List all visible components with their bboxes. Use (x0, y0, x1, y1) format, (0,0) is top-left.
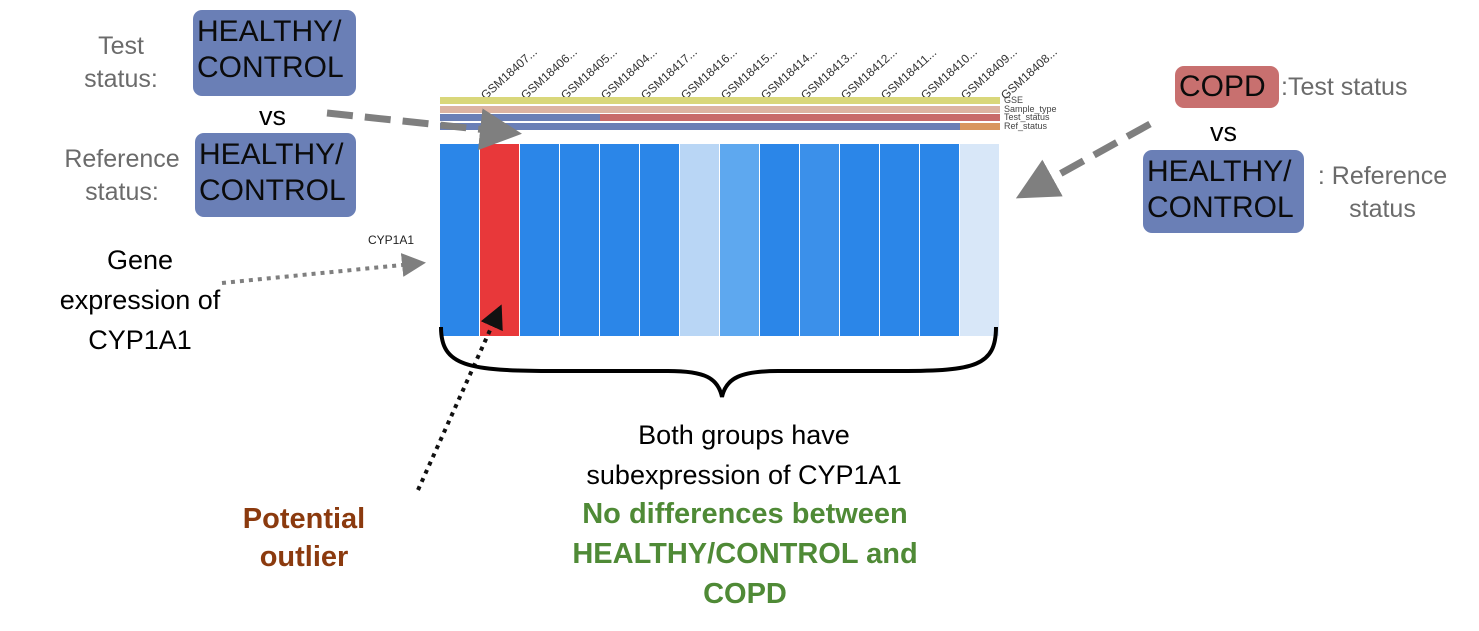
left-test-status-badge: HEALTHY/ CONTROL (193, 10, 356, 96)
annotation-track (440, 97, 1000, 104)
no-difference-text: No differences between HEALTHY/CONTROL a… (572, 498, 918, 610)
right-vs-text: vs (1210, 117, 1237, 147)
heatmap-cell (480, 144, 519, 336)
right-reference-status-label: : Reference status (1317, 162, 1448, 223)
heatmap-cell (920, 144, 959, 336)
heatmap-cell (640, 144, 679, 336)
heatmap-cell (520, 144, 559, 336)
track-label: Ref_status (1004, 120, 1048, 131)
heatmap-cell (560, 144, 599, 336)
left-reference-status-label: Reference status: (64, 145, 180, 206)
gene-expression-note: Gene expression of CYP1A1 (59, 245, 221, 355)
outlier-arrow (416, 304, 503, 491)
right-reference-status-badge: HEALTHY/ CONTROL (1143, 150, 1304, 233)
heatmap-cell (800, 144, 839, 336)
annotation-track (440, 105, 1000, 113)
left-reference-status-badge: HEALTHY/ CONTROL (195, 133, 356, 217)
conclusion-text: Both groups have subexpression of CYP1A1 (586, 420, 902, 490)
track-label: GSE (1004, 95, 1024, 105)
gene-row-label: CYP1A1 (368, 233, 415, 247)
heatmap: GSM18407... GSM18406... GSM18405... GSM1840… (440, 40, 1060, 340)
right-test-status-label: :Test status (1281, 73, 1408, 101)
annotation-track (440, 122, 1000, 130)
heatmap-cell (880, 144, 919, 336)
annotation-track (440, 114, 1000, 121)
gene-expression-arrow (221, 253, 426, 285)
heatmap-cell (680, 144, 719, 336)
heatmap-cell (960, 144, 999, 336)
heatmap-cell (840, 144, 879, 336)
heatmap-cell (760, 144, 799, 336)
track-label: Test_status (1004, 112, 1050, 122)
heatmap-cell (600, 144, 639, 336)
curly-brace (439, 326, 998, 398)
potential-outlier-label: Potential outlier (242, 503, 366, 573)
right-status-arrow (1015, 120, 1152, 199)
left-status-arrow (326, 108, 522, 151)
left-vs-text: vs (259, 101, 286, 131)
right-test-status-badge: COPD (1175, 66, 1279, 108)
left-test-status-label: Test status: (84, 32, 158, 93)
heatmap-cell (440, 144, 479, 336)
track-label: Sample_type (1004, 103, 1057, 114)
heatmap-cell (720, 144, 759, 336)
